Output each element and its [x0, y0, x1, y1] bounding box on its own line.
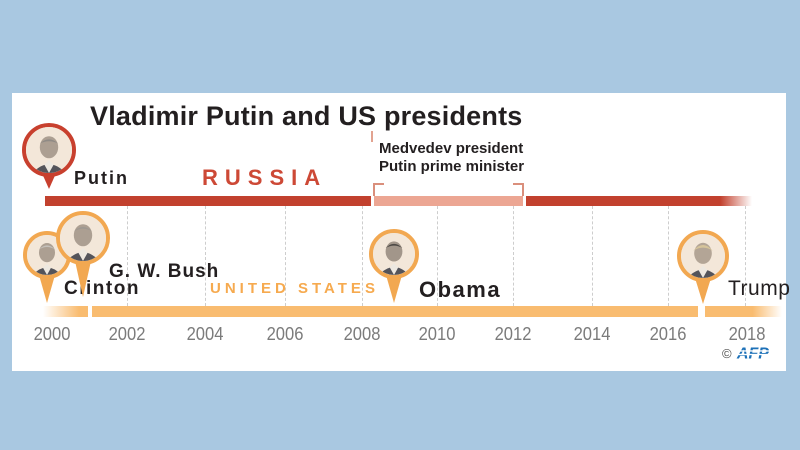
annotation-bracket-right-tick: [522, 183, 524, 196]
trump-marker-tip: [695, 278, 711, 304]
united-states-label: UNITED STATES: [210, 280, 379, 297]
gridline-2004: [205, 206, 206, 306]
gridline-2018: [745, 206, 746, 306]
obama-photo-frame: [369, 229, 419, 279]
putin-photo: [26, 127, 72, 173]
obama-photo: [373, 233, 415, 275]
annotation-leader-dash: [371, 131, 373, 142]
clinton-marker-tip: [39, 275, 55, 303]
copyright-symbol: ©: [722, 346, 732, 361]
bush-marker: [56, 211, 110, 306]
infographic-card: Vladimir Putin and US presidents Medvede…: [12, 93, 790, 371]
russia-label: RUSSIA: [202, 165, 328, 190]
bush-label: G. W. Bush: [109, 261, 220, 282]
medvedev-annotation-line1: Medvedev president: [379, 140, 524, 157]
us-bar-clinton-term: [43, 306, 88, 317]
axis-tick-2004: 2004: [186, 324, 224, 344]
axis-tick-2016: 2016: [649, 324, 687, 344]
gridline-2006: [285, 206, 286, 306]
annotation-bracket-left-tick: [373, 183, 375, 196]
page-title: Vladimir Putin and US presidents: [90, 101, 523, 131]
axis-tick-2008: 2008: [343, 324, 381, 344]
gridline-2014: [592, 206, 593, 306]
russia-bar-putin-term2: [526, 196, 752, 206]
obama-label: Obama: [419, 277, 502, 302]
medvedev-annotation: Medvedev president Putin prime minister: [379, 140, 524, 176]
afp-logo-stripe: [735, 353, 780, 356]
russia-bar-medvedev-term: [374, 196, 523, 206]
trump-marker: [677, 230, 729, 310]
annotation-bracket-left: [373, 183, 384, 185]
axis-tick-2014: 2014: [573, 324, 611, 344]
axis-tick-2012: 2012: [494, 324, 532, 344]
bush-marker-tip: [75, 261, 91, 297]
trump-label: Trump: [728, 277, 791, 300]
medvedev-annotation-line2: Putin prime minister: [379, 158, 525, 175]
putin-label: Putin: [74, 168, 129, 188]
gridline-2016: [668, 206, 669, 306]
trump-photo-frame: [677, 230, 729, 282]
us-bar-bush-obama-terms: [92, 306, 698, 317]
annotation-bracket-right: [513, 183, 524, 185]
gridline-2002: [127, 206, 128, 306]
credit: © AFP: [722, 345, 780, 362]
trump-photo: [681, 234, 725, 278]
gridline-2010: [437, 206, 438, 306]
axis-tick-2010: 2010: [418, 324, 456, 344]
obama-marker: [369, 229, 419, 309]
afp-logo-stripe: [735, 350, 780, 352]
axis-tick-2000: 2000: [33, 324, 71, 344]
russia-bar-putin-term1: [45, 196, 371, 206]
gridline-2008: [362, 206, 363, 306]
axis-tick-2002: 2002: [108, 324, 146, 344]
putin-photo-frame: [22, 123, 76, 177]
bush-photo: [60, 215, 106, 261]
bush-photo-frame: [56, 211, 110, 265]
putin-marker: [22, 123, 76, 223]
afp-logo-text: AFP: [736, 345, 769, 362]
gridline-2012: [513, 206, 514, 306]
axis-tick-2006: 2006: [266, 324, 304, 344]
afp-logo: AFP: [735, 345, 780, 362]
us-bar-trump-term: [705, 306, 782, 317]
clinton-photo: [27, 235, 67, 275]
obama-marker-tip: [386, 275, 402, 303]
axis-tick-2018: 2018: [728, 324, 766, 344]
